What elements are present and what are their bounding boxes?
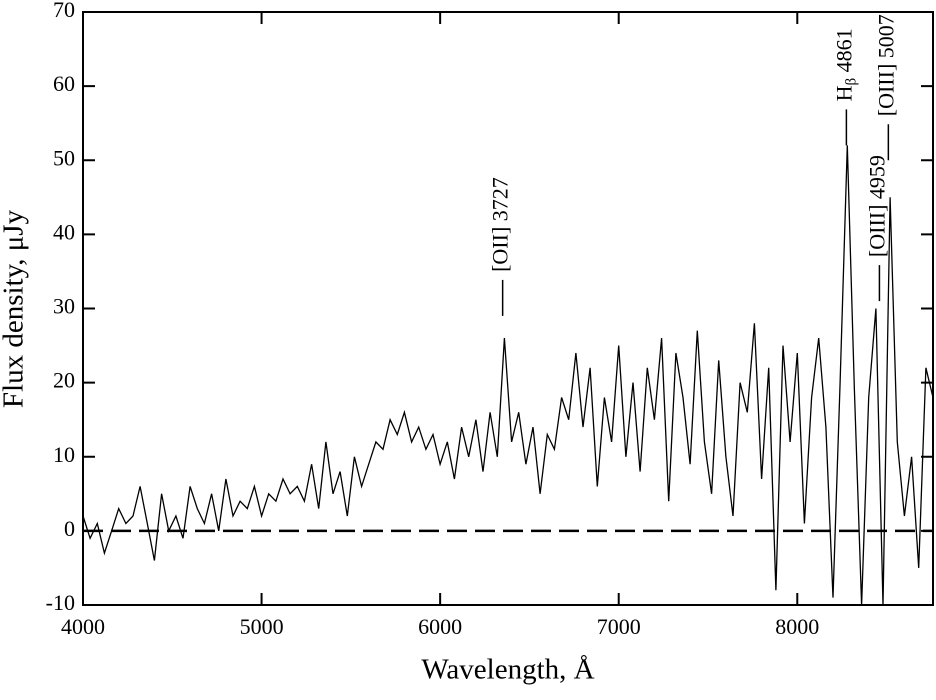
annotation-text: [OIII] 5007: [873, 14, 898, 116]
annotation-label: [OIII] 4959: [864, 155, 889, 257]
annotation-text: [OII] 3727: [488, 177, 513, 272]
x-tick-label: 6000: [418, 614, 462, 639]
plot-frame: [82, 11, 934, 606]
spectrum-line: [83, 145, 933, 605]
annotation-text: [OIII] 4959: [864, 155, 889, 257]
annotation-text: H: [831, 85, 856, 101]
annotation-label: [OIII] 5007: [873, 14, 898, 116]
y-tick-label: 50: [53, 145, 75, 170]
y-tick-label: 10: [53, 442, 75, 467]
y-tick-label: 40: [53, 219, 75, 244]
y-tick-label: 70: [53, 0, 75, 22]
y-tick-label: 0: [64, 516, 75, 541]
y-tick-label: -10: [46, 590, 75, 615]
annotation-text: 4861: [831, 28, 856, 78]
y-tick-label: 30: [53, 294, 75, 319]
x-tick-label: 7000: [597, 614, 641, 639]
annotation-label: [OII] 3727: [488, 177, 513, 272]
x-axis-label: Wavelength, Å: [421, 654, 594, 686]
x-tick-label: 4000: [61, 614, 105, 639]
x-tick-label: 5000: [240, 614, 284, 639]
y-axis-label: Flux density, μJy: [0, 209, 30, 408]
y-tick-label: 60: [53, 71, 75, 96]
y-tick-label: 20: [53, 368, 75, 393]
annotation-subscript: β: [844, 78, 860, 86]
annotation-label: Hβ 4861: [831, 28, 859, 101]
x-tick-label: 8000: [775, 614, 819, 639]
